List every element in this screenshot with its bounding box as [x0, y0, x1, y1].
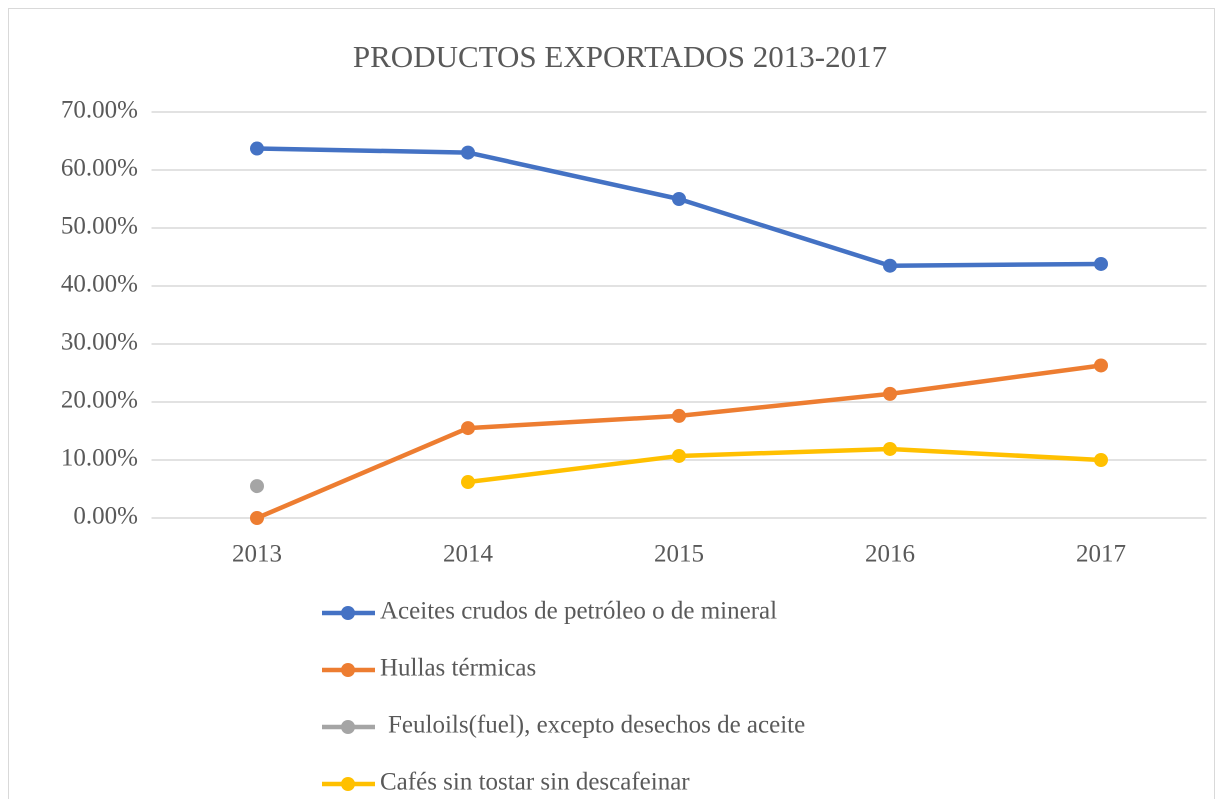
y-tick-label: 20.00%	[61, 387, 138, 414]
data-point	[1094, 256, 1108, 271]
legend-marker	[341, 777, 355, 791]
y-tick-label: 50.00%	[61, 213, 138, 240]
data-point	[672, 192, 686, 206]
y-tick-label: 0.00%	[73, 503, 138, 530]
x-tick-label: 2015	[654, 541, 704, 568]
data-point	[1094, 358, 1108, 373]
legend-label: Aceites crudos de petróleo o de mineral	[380, 598, 777, 625]
data-point	[250, 479, 264, 494]
legend-label: Cafés sin tostar sin descafeinar	[380, 769, 690, 796]
legend-label: Feuloils(fuel), excepto desechos de acei…	[388, 712, 805, 739]
y-tick-label: 70.00%	[61, 97, 138, 124]
data-point	[461, 421, 475, 436]
x-tick-label: 2014	[443, 541, 494, 568]
chart-border	[8, 8, 1215, 799]
y-tick-label: 10.00%	[61, 445, 138, 472]
y-tick-label: 40.00%	[61, 271, 138, 298]
legend-marker	[341, 720, 355, 734]
data-point	[883, 441, 897, 456]
data-point	[250, 141, 264, 156]
legend-marker	[341, 663, 355, 677]
data-point	[250, 511, 264, 525]
y-tick-label: 30.00%	[61, 329, 138, 356]
data-point	[672, 448, 686, 463]
data-point	[883, 386, 897, 401]
data-point	[883, 258, 897, 273]
y-tick-label: 60.00%	[61, 155, 138, 182]
data-point	[461, 475, 475, 490]
legend-marker	[341, 606, 355, 620]
data-point	[672, 408, 686, 423]
series-line	[467, 446, 1102, 485]
data-point	[1094, 453, 1108, 467]
data-point	[461, 145, 475, 160]
chart-title: PRODUCTOS EXPORTADOS 2013-2017	[353, 39, 887, 74]
x-tick-label: 2016	[865, 541, 915, 568]
x-tick-label: 2017	[1076, 541, 1126, 568]
legend-label: Hullas térmicas	[380, 655, 536, 682]
x-tick-label: 2013	[232, 541, 282, 568]
